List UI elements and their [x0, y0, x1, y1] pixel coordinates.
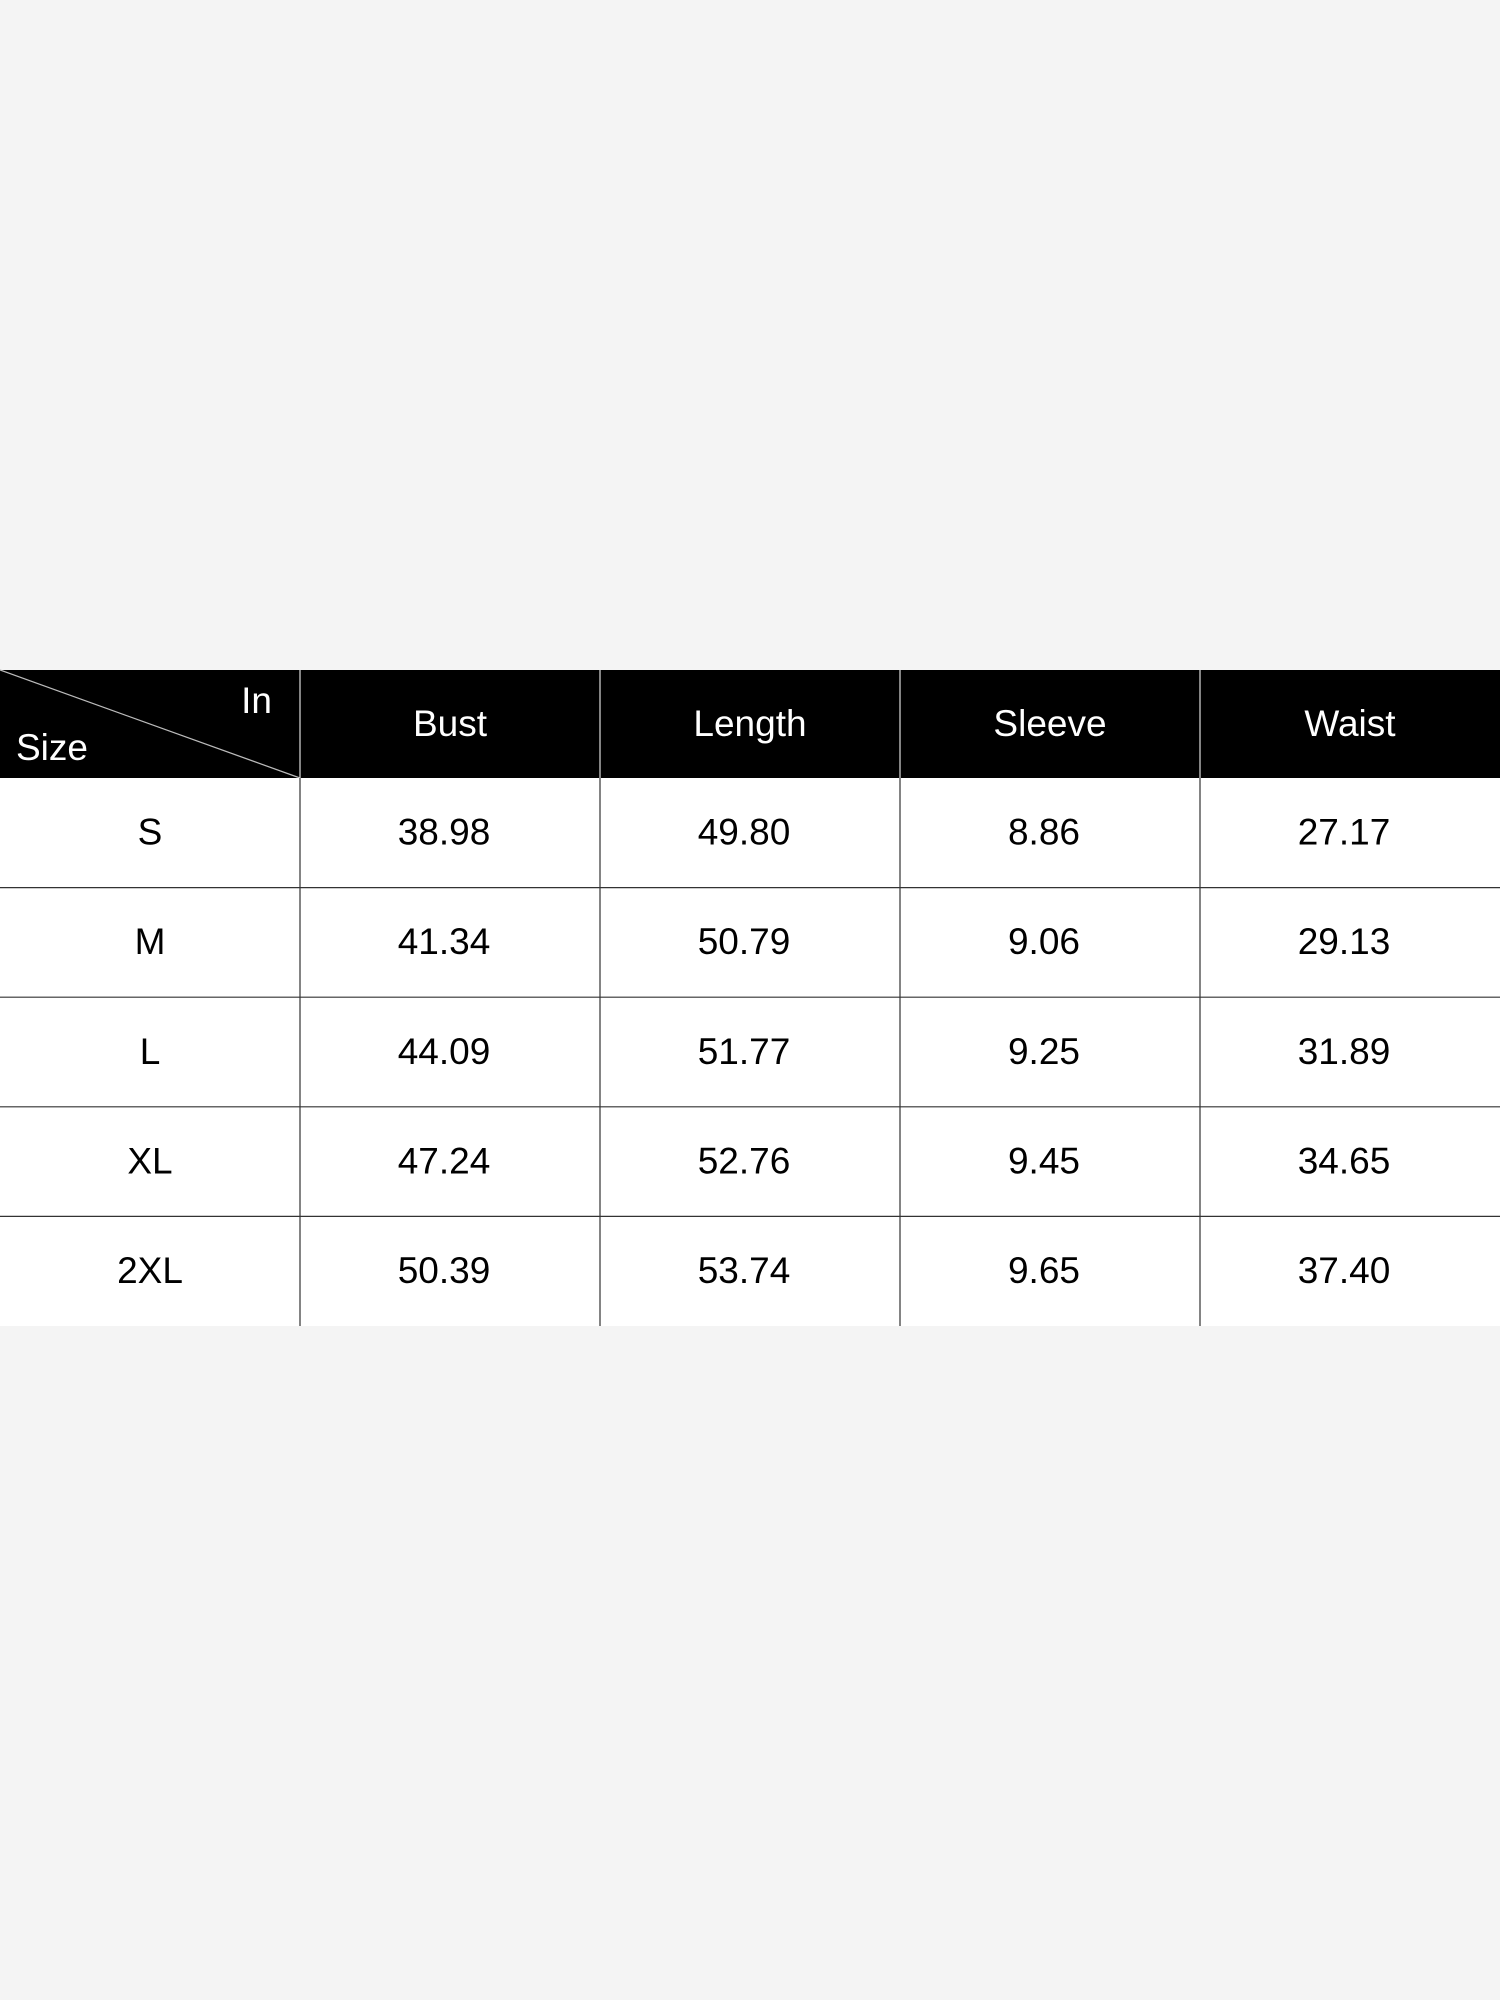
- size-label: M: [135, 921, 166, 962]
- measurement: 8.86: [1008, 812, 1080, 853]
- size-label: XL: [127, 1140, 172, 1181]
- measurement: 51.77: [698, 1031, 791, 1072]
- measurement: 52.76: [698, 1140, 791, 1181]
- corner-bottom-label: Size: [16, 727, 88, 768]
- measurement: 53.74: [698, 1250, 791, 1291]
- measurement: 9.06: [1008, 921, 1080, 962]
- measurement: 9.25: [1008, 1031, 1080, 1072]
- size-label: L: [140, 1031, 161, 1072]
- measurement: 50.79: [698, 921, 791, 962]
- corner-diagonal: [0, 669, 301, 779]
- measurement: 27.17: [1298, 812, 1391, 853]
- column-header: Waist: [1304, 703, 1396, 744]
- measurement: 38.98: [398, 812, 491, 853]
- measurement: 44.09: [398, 1031, 491, 1072]
- size-label: S: [138, 812, 163, 853]
- measurement: 50.39: [398, 1250, 491, 1291]
- measurement: 31.89: [1298, 1031, 1391, 1072]
- measurement: 34.65: [1298, 1140, 1391, 1181]
- measurement: 9.65: [1008, 1250, 1080, 1291]
- body-background: [0, 778, 1500, 1326]
- measurement: 41.34: [398, 921, 491, 962]
- corner-top-label: In: [241, 680, 272, 721]
- measurement: 9.45: [1008, 1140, 1080, 1181]
- column-header: Length: [693, 703, 806, 744]
- measurement: 47.24: [398, 1140, 491, 1181]
- measurement: 29.13: [1298, 921, 1391, 962]
- measurement: 49.80: [698, 812, 791, 853]
- size-label: 2XL: [117, 1250, 183, 1291]
- column-header: Sleeve: [993, 703, 1106, 744]
- measurement: 37.40: [1298, 1250, 1391, 1291]
- column-header: Bust: [413, 703, 488, 744]
